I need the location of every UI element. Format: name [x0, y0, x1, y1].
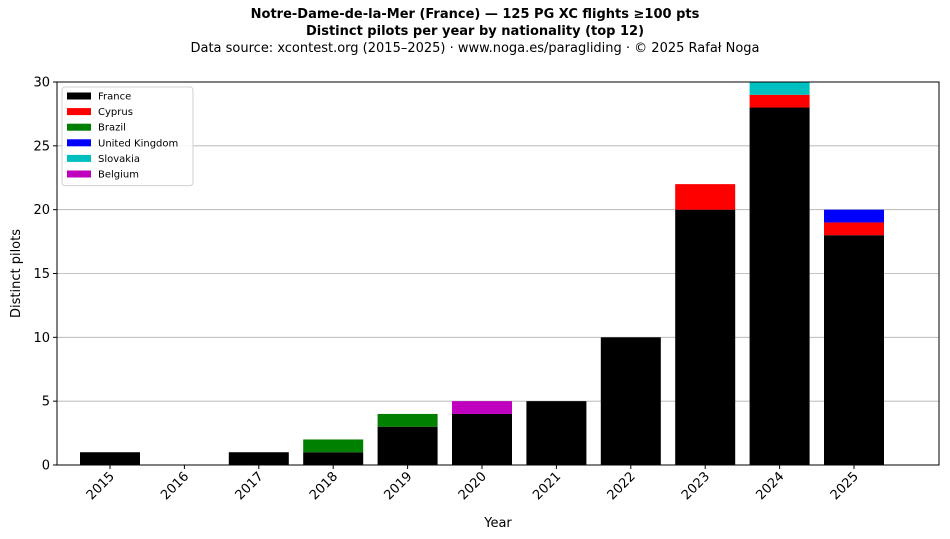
- y-tick-label: 5: [42, 395, 50, 410]
- legend-swatch: [67, 154, 91, 162]
- chart-title: Notre-Dame-de-la-Mer (France) — 125 PG X…: [250, 7, 700, 22]
- x-axis-ticks: 2015 2016 2017 2018 2019 2020 2021 2022 2023 2024…: [84, 465, 862, 503]
- x-axis-label: Year: [483, 516, 512, 531]
- x-tick-label: 2018: [307, 469, 341, 503]
- legend-label: United Kingdom: [98, 138, 178, 149]
- bar-segment-united-kingdom-2025: [824, 209, 884, 223]
- x-tick-label: 2022: [605, 469, 639, 503]
- bar-segment-cyprus-2024: [749, 94, 810, 108]
- bar-segment-france-2018: [303, 452, 364, 465]
- y-tick-label: 0: [42, 459, 50, 474]
- bar-segment-france-2023: [675, 209, 736, 465]
- bars: [80, 82, 884, 466]
- y-tick-label: 30: [33, 76, 50, 91]
- legend-label: Slovakia: [98, 154, 140, 165]
- bar-segment-belgium-2020: [452, 401, 512, 414]
- y-tick-label: 15: [33, 267, 50, 282]
- bar-segment-france-2025: [824, 235, 884, 465]
- bar-segment-france-2022: [600, 337, 661, 465]
- x-tick-label: 2019: [381, 469, 415, 503]
- bar-segment-brazil-2018: [303, 439, 364, 453]
- bar-segment-france-2024: [749, 107, 810, 466]
- legend-label: France: [98, 92, 131, 103]
- x-tick-label: 2017: [233, 469, 267, 503]
- y-axis-label: Distinct pilots: [9, 229, 24, 318]
- bar-segment-cyprus-2025: [824, 222, 884, 236]
- bar-segment-france-2020: [452, 413, 512, 465]
- legend: France Cyprus Brazil United Kingdom Slovakia…: [61, 86, 194, 187]
- x-tick-label: 2025: [828, 469, 862, 503]
- x-tick-label: 2023: [679, 469, 713, 503]
- y-tick-label: 20: [33, 203, 50, 218]
- y-axis-ticks: 0 5 10 15 20 25 30: [33, 76, 57, 474]
- legend-swatch: [67, 92, 91, 100]
- legend-frame: [61, 86, 194, 187]
- chart-title-block: Notre-Dame-de-la-Mer (France) — 125 PG X…: [0, 6, 950, 57]
- legend-swatch: [67, 139, 91, 147]
- legend-swatch: [67, 123, 91, 131]
- bar-segment-france-2021: [526, 401, 587, 465]
- bar-segment-cyprus-2023: [675, 184, 736, 210]
- x-tick-label: 2016: [158, 469, 192, 503]
- chart-subtitle: Data source: xcontest.org (2015–2025) · …: [190, 41, 760, 56]
- x-tick-label: 2020: [456, 469, 490, 503]
- legend-label: Cyprus: [98, 107, 133, 118]
- x-tick-label: 2024: [753, 469, 787, 503]
- legend-label: Brazil: [98, 123, 126, 134]
- y-tick-label: 10: [33, 331, 50, 346]
- bar-segment-france-2017: [228, 452, 289, 465]
- legend-swatch: [67, 108, 91, 116]
- bar-segment-france-2019: [377, 426, 438, 465]
- y-tick-label: 25: [33, 139, 50, 154]
- x-tick-label: 2021: [530, 469, 564, 503]
- bar-segment-brazil-2019: [377, 413, 438, 427]
- legend-label: Belgium: [98, 170, 139, 181]
- legend-swatch: [67, 170, 91, 178]
- bar-segment-france-2015: [80, 452, 140, 465]
- bar-segment-slovakia-2024: [749, 82, 810, 95]
- chart-title-secondary: Distinct pilots per year by nationality …: [305, 24, 645, 39]
- x-tick-label: 2015: [84, 469, 118, 503]
